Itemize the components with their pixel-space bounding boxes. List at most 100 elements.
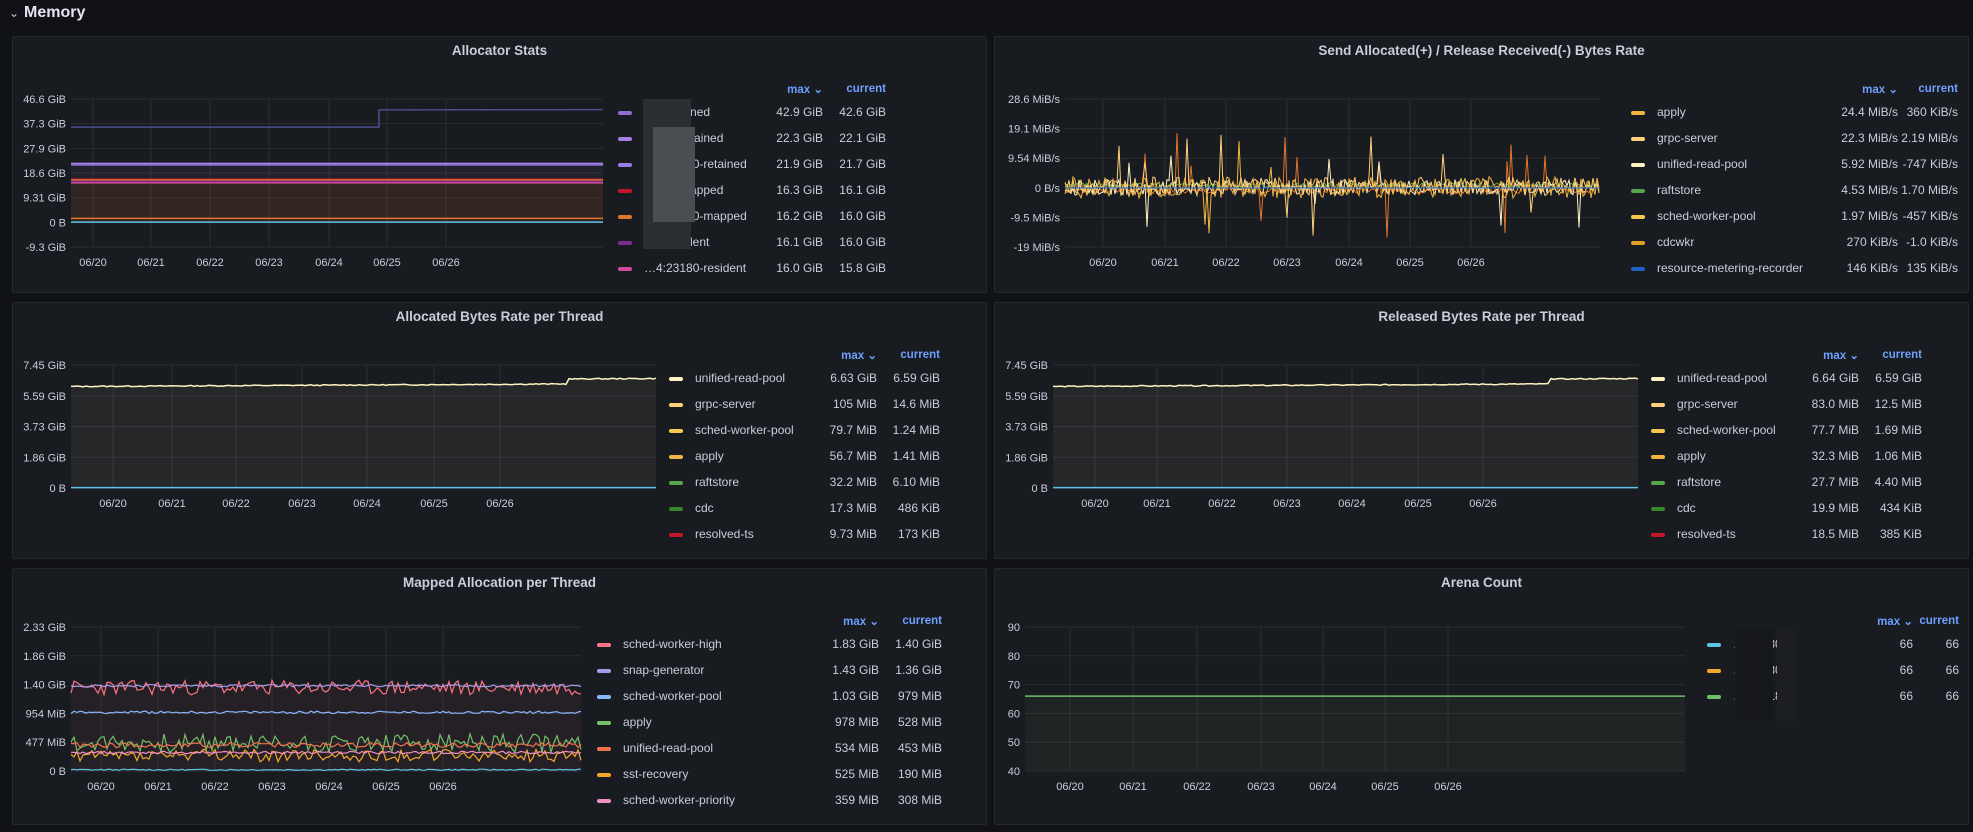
panel-title: Send Allocated(+) / Release Received(-) …	[1318, 43, 1645, 58]
legend-sort-max[interactable]: max ⌄	[1823, 350, 1859, 362]
series-color-swatch	[618, 188, 632, 193]
legend-row[interactable]: sched-worker-pool 77.7 MiB 1.69 MiB	[1651, 417, 1922, 443]
panel-title: Allocated Bytes Rate per Thread	[395, 309, 604, 324]
legend-current-value: 385 KiB	[1879, 527, 1922, 541]
y-tick-label: 40	[1008, 766, 1020, 778]
panel-allocator-stats[interactable]: Allocator Stats 46.6 GiB 37.3 GiB 27.9 GiB…	[12, 36, 987, 293]
legend-sort-max[interactable]: max ⌄	[843, 616, 879, 628]
panel-allocated-bytes-rate-per-thread[interactable]: Allocated Bytes Rate per Thread 7.45 GiB…	[12, 302, 987, 559]
legend-row[interactable]: …4:23180-resident 16.0 GiB 15.8 GiB	[618, 255, 886, 281]
legend-max-value: 17.3 MiB	[829, 501, 877, 515]
y-tick-label: 0 B	[49, 766, 66, 778]
panel-released-bytes-rate-per-thread[interactable]: Released Bytes Rate per Thread 7.45 GiB 5…	[994, 302, 1969, 559]
x-tick-label: 06/24	[315, 257, 343, 269]
redaction-mask	[1777, 629, 1795, 721]
series-line	[70, 683, 582, 688]
legend-current-value: 66	[1945, 663, 1959, 677]
y-tick-label: 2.33 GiB	[23, 622, 66, 634]
legend-row[interactable]: apply 24.4 MiB/s 360 KiB/s	[1631, 99, 1958, 125]
legend-row[interactable]: apply 32.3 MiB 1.06 MiB	[1651, 443, 1922, 469]
series-color-swatch	[1651, 454, 1665, 459]
chevron-down-icon[interactable]: ⌄	[8, 6, 20, 20]
legend-max-value: 42.9 GiB	[776, 105, 823, 119]
legend: max ⌄ current apply 24.4 MiB/s 360 KiB/s grpc…	[1631, 79, 1958, 281]
x-tick-label: 06/24	[315, 781, 343, 793]
legend-row[interactable]: unified-read-pool 5.92 MiB/s -747 KiB/s	[1631, 151, 1958, 177]
series-fill	[1053, 378, 1638, 488]
legend-row[interactable]: sched-worker-priority 359 MiB 308 MiB	[597, 787, 942, 813]
y-tick-label: 27.9 GiB	[23, 143, 66, 155]
y-tick-label: 9.54 MiB/s	[1008, 153, 1060, 165]
panel-arena-count[interactable]: Arena Count 90 80 70 60 50 40 06/20 06/21 06/22 0…	[994, 568, 1969, 825]
y-tick-label: 90	[1008, 622, 1020, 634]
legend-current-value: 16.0 GiB	[839, 235, 886, 249]
legend-series-name: sched-worker-pool	[1657, 209, 1756, 223]
series-color-swatch	[618, 110, 632, 115]
legend-sort-max[interactable]: max ⌄	[1877, 616, 1913, 628]
x-tick-label: 06/20	[1056, 781, 1084, 793]
legend-row[interactable]: apply 56.7 MiB 1.41 MiB	[669, 443, 940, 469]
legend-series-name: unified-read-pool	[623, 741, 714, 755]
x-tick-label: 06/21	[158, 498, 186, 510]
legend-row[interactable]: cdc 19.9 MiB 434 KiB	[1651, 495, 1922, 521]
x-tick-label: 06/25	[372, 781, 400, 793]
legend-row[interactable]: grpc-server 105 MiB 14.6 MiB	[669, 391, 940, 417]
legend-series-name: unified-read-pool	[1657, 157, 1748, 171]
legend-row[interactable]: grpc-server 22.3 MiB/s 2.19 MiB/s	[1631, 125, 1958, 151]
legend-sort-current[interactable]: current	[1919, 615, 1959, 627]
legend-row[interactable]: sched-worker-pool 1.03 GiB 979 MiB	[597, 683, 942, 709]
legend-current-value: 1.36 GiB	[895, 663, 942, 677]
series-color-swatch	[597, 720, 611, 725]
panel-mapped-allocation-per-thread[interactable]: Mapped Allocation per Thread 2.33 GiB 1.8…	[12, 568, 987, 825]
legend-sort-current[interactable]: current	[1918, 83, 1958, 95]
legend-max-value: 66	[1899, 637, 1913, 651]
legend-series-name: grpc-server	[695, 397, 756, 411]
legend-row[interactable]: unified-read-pool 6.63 GiB 6.59 GiB	[669, 365, 940, 391]
x-tick-label: 06/22	[1208, 498, 1236, 510]
legend-row[interactable]: grpc-server 83.0 MiB 12.5 MiB	[1651, 391, 1922, 417]
legend-sort-max[interactable]: max ⌄	[1862, 84, 1898, 96]
legend-row[interactable]: sched-worker-pool 79.7 MiB 1.24 MiB	[669, 417, 940, 443]
legend-sort-max[interactable]: max ⌄	[841, 350, 877, 362]
legend-row[interactable]: sst-recovery 525 MiB 190 MiB	[597, 761, 942, 787]
series-line	[70, 741, 582, 749]
chart-released-bytes-rate-per-thread: 7.45 GiB 5.59 GiB 3.73 GiB 1.86 GiB 0 B 06/20…	[995, 333, 1645, 558]
legend-row[interactable]: sched-worker-pool 1.97 MiB/s -457 KiB/s	[1631, 203, 1958, 229]
legend-row[interactable]: cdc 17.3 MiB 486 KiB	[669, 495, 940, 521]
legend-row[interactable]: unified-read-pool 534 MiB 453 MiB	[597, 735, 942, 761]
legend-row[interactable]: resolved-ts 9.73 MiB 173 KiB	[669, 521, 940, 547]
legend-row[interactable]: apply 978 MiB 528 MiB	[597, 709, 942, 735]
legend-row[interactable]: sched-worker-high 1.83 GiB 1.40 GiB	[597, 631, 942, 657]
x-tick-label: 06/23	[1247, 781, 1275, 793]
chevron-down-icon: ⌄	[867, 350, 877, 362]
legend-sort-current[interactable]: current	[1882, 349, 1922, 361]
legend-sort-max[interactable]: max ⌄	[787, 84, 823, 96]
series-color-swatch	[597, 694, 611, 699]
series-line	[1064, 155, 1600, 228]
legend-sort-current[interactable]: current	[902, 615, 942, 627]
legend-series-name: unified-read-pool	[695, 371, 786, 385]
legend-row[interactable]: cdcwkr 270 KiB/s -1.0 KiB/s	[1631, 229, 1958, 255]
legend-row[interactable]: resource-metering-recorder 146 KiB/s 135 K…	[1631, 255, 1958, 281]
legend-max-value: 22.3 GiB	[776, 131, 823, 145]
legend-row[interactable]: snap-generator 1.43 GiB 1.36 GiB	[597, 657, 942, 683]
legend-row[interactable]: unified-read-pool 6.64 GiB 6.59 GiB	[1651, 365, 1922, 391]
legend-row[interactable]: raftstore 27.7 MiB 4.40 MiB	[1651, 469, 1922, 495]
legend-sort-current[interactable]: current	[900, 349, 940, 361]
legend-max-value: 1.43 GiB	[832, 663, 879, 677]
legend-current-value: 16.0 GiB	[839, 209, 886, 223]
legend-max-value: 9.73 MiB	[829, 527, 877, 541]
legend-series-name: cdc	[1677, 501, 1696, 515]
legend-row[interactable]: raftstore 32.2 MiB 6.10 MiB	[669, 469, 940, 495]
x-tick-label: 06/22	[201, 781, 229, 793]
legend-row[interactable]: resolved-ts 18.5 MiB 385 KiB	[1651, 521, 1922, 547]
x-tick-label: 06/22	[222, 498, 250, 510]
legend-series-name: sched-worker-priority	[623, 793, 736, 807]
legend-max-value: 1.83 GiB	[832, 637, 879, 651]
panel-send-allocated-bytes-rate[interactable]: Send Allocated(+) / Release Received(-) …	[994, 36, 1969, 293]
row-header-memory[interactable]: ⌄ Memory	[8, 0, 85, 26]
legend-sort-current[interactable]: current	[846, 83, 886, 95]
legend-max-value: 1.03 GiB	[832, 689, 879, 703]
legend-row[interactable]: raftstore 4.53 MiB/s 1.70 MiB/s	[1631, 177, 1958, 203]
chart-send-allocated-bytes-rate: 28.6 MiB/s 19.1 MiB/s 9.54 MiB/s 0 B/s -9.5 …	[995, 67, 1610, 292]
